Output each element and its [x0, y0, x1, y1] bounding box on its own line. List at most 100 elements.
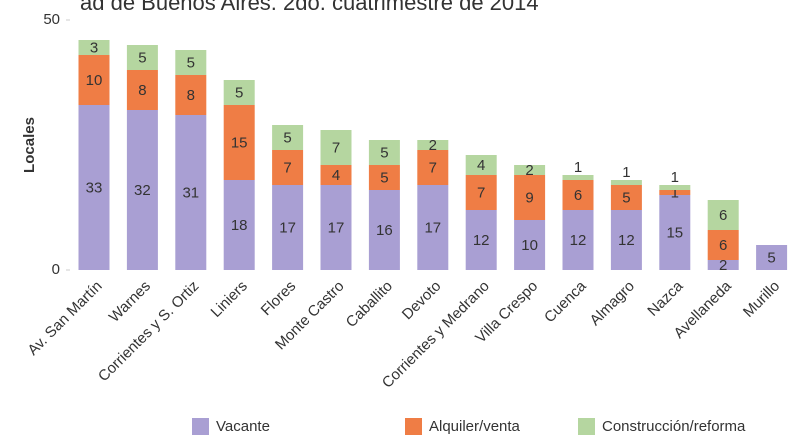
bar-segment: [175, 75, 207, 115]
data-label: 12: [473, 232, 490, 249]
data-label: 1: [671, 169, 679, 186]
bar-segment: [465, 175, 497, 210]
bar-segment: [562, 175, 594, 180]
data-label: 17: [279, 219, 296, 236]
data-label: 4: [332, 167, 340, 184]
x-tick-label: Nazca: [644, 277, 687, 320]
data-label: 1: [574, 159, 582, 176]
bar-segment: [126, 110, 158, 270]
data-label: 2: [719, 257, 727, 274]
data-label: 2: [429, 137, 437, 154]
data-label: 12: [618, 232, 635, 249]
y-tick-label: 0: [52, 261, 60, 278]
bar-segment: [320, 185, 352, 270]
data-label: 15: [666, 224, 683, 241]
bar-segment: [78, 40, 110, 55]
data-label: 5: [622, 189, 630, 206]
bar-segment: [126, 45, 158, 70]
bar-segment: [756, 245, 788, 270]
bar-segment: [175, 115, 207, 270]
x-tick-label: Flores: [258, 278, 299, 319]
legend-swatch: [578, 418, 595, 435]
bar-segment: [707, 260, 739, 270]
data-label: 17: [424, 219, 441, 236]
bar-segment: [514, 175, 546, 220]
data-label: 7: [283, 159, 291, 176]
data-label: 5: [187, 54, 195, 71]
chart-title: ad de Buenos Aires. 2do. cuatrimestre de…: [80, 0, 539, 15]
legend-swatch: [405, 418, 422, 435]
bar-segment: [272, 125, 304, 150]
data-label: 5: [235, 84, 243, 101]
data-label: 16: [376, 222, 393, 239]
data-label: 7: [332, 139, 340, 156]
bar-segment: [514, 165, 546, 175]
bar-segment: [610, 185, 642, 210]
data-label: 32: [134, 182, 151, 199]
bar-segment: [223, 105, 255, 180]
bar-segment: [707, 230, 739, 260]
data-label: 8: [187, 87, 195, 104]
x-tick-label: Warnes: [106, 278, 154, 326]
data-label: 3: [90, 39, 98, 56]
bar-segment: [223, 180, 255, 270]
data-label: 12: [570, 232, 587, 249]
bar-segment: [78, 105, 110, 270]
data-label: 10: [86, 72, 103, 89]
data-label: 9: [525, 189, 533, 206]
bar-segment: [659, 185, 691, 190]
bar-segment: [610, 180, 642, 185]
bar-segment: [368, 165, 400, 190]
data-label: 1: [622, 164, 630, 181]
bar-segment: [707, 200, 739, 230]
legend-label: Construcción/reforma: [602, 418, 746, 435]
data-label: 5: [767, 249, 775, 266]
bar-segment: [562, 210, 594, 270]
data-label: 18: [231, 217, 248, 234]
data-label: 1: [671, 184, 679, 201]
bar-segment: [514, 220, 546, 270]
legend-label: Alquiler/venta: [429, 418, 521, 435]
bar-segment: [320, 165, 352, 185]
bar-segment: [465, 155, 497, 175]
bar-segment: [368, 190, 400, 270]
x-tick-label: Almagro: [587, 278, 639, 330]
x-tick-label: Devoto: [399, 278, 445, 324]
bar-segment: [175, 50, 207, 75]
data-label: 31: [182, 184, 199, 201]
bar-segment: [465, 210, 497, 270]
data-label: 5: [380, 169, 388, 186]
data-label: 2: [525, 162, 533, 179]
bar-segment: [78, 55, 110, 105]
data-label: 6: [719, 237, 727, 254]
x-tick-label: Cuenca: [541, 277, 590, 326]
data-label: 6: [574, 187, 582, 204]
data-label: 7: [477, 184, 485, 201]
data-label: 7: [429, 159, 437, 176]
data-label: 8: [138, 82, 146, 99]
data-label: 6: [719, 207, 727, 224]
x-tick-label: Av. San Martín: [24, 278, 105, 359]
x-tick-label: Liniers: [208, 278, 251, 321]
bar-segment: [659, 190, 691, 195]
bar-segment: [320, 130, 352, 165]
y-tick-label: 50: [43, 11, 60, 28]
data-label: 10: [521, 237, 538, 254]
bar-segment: [610, 210, 642, 270]
data-label: 33: [86, 179, 103, 196]
legend-label: Vacante: [216, 418, 270, 435]
bar-segment: [272, 185, 304, 270]
data-label: 5: [380, 144, 388, 161]
y-axis-label: Locales: [21, 117, 38, 173]
bar-segment: [368, 140, 400, 165]
bar-segment: [562, 180, 594, 210]
data-label: 4: [477, 157, 485, 174]
x-tick-label: Caballito: [343, 278, 396, 331]
data-label: 5: [138, 49, 146, 66]
bar-segment: [417, 140, 449, 150]
bar-segment: [272, 150, 304, 185]
bar-segment: [659, 195, 691, 270]
bar-segment: [126, 70, 158, 110]
data-label: 17: [328, 219, 345, 236]
